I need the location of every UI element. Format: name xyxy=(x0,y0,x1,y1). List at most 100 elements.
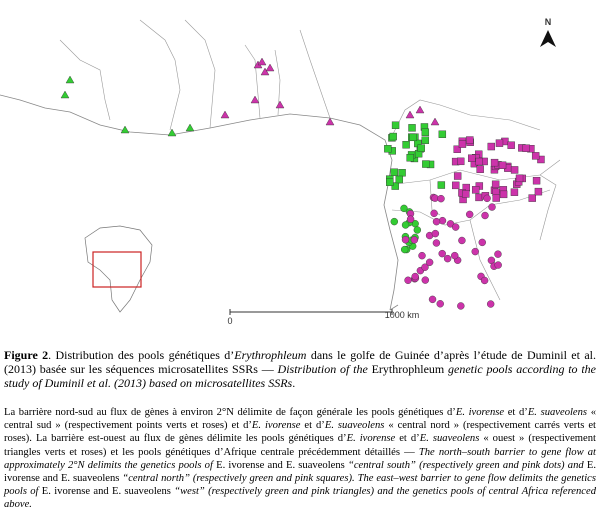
sample-point xyxy=(421,128,430,136)
sample-point xyxy=(406,215,415,223)
sample-point xyxy=(430,117,440,126)
study-area-box xyxy=(92,251,142,288)
borders xyxy=(59,19,561,301)
text-run: genetic pools according to the study of … xyxy=(4,362,597,390)
sample-point xyxy=(400,204,408,213)
sample-point xyxy=(411,272,419,281)
sample-point xyxy=(386,178,394,186)
sample-point xyxy=(250,95,260,104)
sample-point xyxy=(483,194,491,203)
text-run: E. suaveolens xyxy=(324,420,385,432)
sample-point xyxy=(491,180,500,189)
sample-point xyxy=(391,182,399,190)
sample-point xyxy=(453,172,462,180)
sample-point xyxy=(404,276,412,284)
sample-point xyxy=(418,251,426,260)
sample-point xyxy=(462,190,470,198)
sample-point xyxy=(389,132,397,141)
sample-point xyxy=(494,261,502,269)
text-run: E. ivorense and E. suaveolens xyxy=(212,459,348,471)
sample-point xyxy=(522,144,530,152)
sample-point xyxy=(480,276,489,285)
text-run: E. suaveolens xyxy=(419,433,480,445)
sample-points xyxy=(60,57,545,310)
text-run: et d’ xyxy=(300,420,325,432)
sample-point xyxy=(275,100,285,109)
sample-point xyxy=(65,75,75,84)
sample-point xyxy=(401,221,410,229)
text-run: E. ivorense xyxy=(346,433,396,445)
text-run: E. ivorense and E. suaveolens xyxy=(38,486,175,498)
sample-point xyxy=(437,181,446,189)
sample-point xyxy=(507,141,515,149)
sample-point xyxy=(438,130,447,138)
text-run: E. ivorense xyxy=(455,407,505,418)
sample-point xyxy=(405,110,415,119)
text-run: “central north” (respectively green and … xyxy=(4,473,597,498)
sample-point xyxy=(185,123,195,132)
sample-point xyxy=(465,210,474,219)
sample-point xyxy=(391,121,400,129)
text-run: E. suaveolens xyxy=(527,407,588,418)
text-run: “west” (respectively green and pink tria… xyxy=(4,486,596,511)
sample-point xyxy=(398,169,406,177)
sample-point xyxy=(431,229,440,238)
sample-point xyxy=(421,276,429,284)
sample-point xyxy=(413,226,422,234)
inset-africa xyxy=(84,225,153,313)
sample-point xyxy=(476,165,484,173)
text-run: Erythrophleum xyxy=(234,348,307,362)
sample-point xyxy=(406,154,414,162)
sample-point xyxy=(478,238,486,247)
sample-point xyxy=(528,194,536,202)
sample-point xyxy=(481,211,489,220)
text-run: E. ivorense and E. suaveolens xyxy=(4,459,596,485)
sample-point xyxy=(409,133,417,142)
sample-point xyxy=(432,239,441,247)
sample-point xyxy=(458,140,467,148)
sample-point xyxy=(400,245,409,254)
text-run: La barrière nord-sud au flux de gènes à … xyxy=(4,407,456,418)
sample-point xyxy=(475,157,483,166)
sample-point xyxy=(458,236,466,245)
sample-point xyxy=(499,190,508,199)
sample-point xyxy=(498,161,507,169)
sample-point xyxy=(265,63,275,72)
text-run: The north–south barrier to gene flow at … xyxy=(4,446,597,471)
sample-point xyxy=(60,90,70,99)
figure-caption: Figure 2. Distribution des pools génétiq… xyxy=(4,348,596,390)
sample-point xyxy=(488,203,496,211)
africa-outline xyxy=(84,225,153,313)
text-run: Distribution of the xyxy=(277,362,368,376)
scale-label: 1000 km xyxy=(385,310,420,320)
sample-point xyxy=(395,175,404,184)
sample-point xyxy=(120,125,130,134)
sample-point xyxy=(534,187,543,196)
sample-point xyxy=(415,105,425,114)
text-run: Figure 2 xyxy=(4,348,49,362)
text-run: E. ivorense xyxy=(251,420,301,432)
north-arrow xyxy=(540,30,556,47)
sample-point xyxy=(390,217,398,226)
sample-point xyxy=(490,158,499,167)
text-run: . Distribution des pools génétiques d’ xyxy=(48,348,235,362)
text-run: et d’ xyxy=(395,433,420,445)
sample-point xyxy=(425,258,434,267)
sample-point xyxy=(475,193,483,202)
sample-point xyxy=(453,145,461,153)
sample-point xyxy=(471,186,480,194)
sample-point xyxy=(325,117,335,126)
sample-point xyxy=(432,217,441,226)
text-run: « central sud » (respectivement points v… xyxy=(4,407,596,432)
sample-point xyxy=(167,128,177,137)
figure-description: La barrière nord-sud au flux de gènes à … xyxy=(4,406,596,512)
sample-point xyxy=(410,236,419,244)
sample-point xyxy=(457,157,465,166)
sample-point xyxy=(515,174,524,183)
sample-point xyxy=(430,209,438,218)
text-run: dans le golfe de Guinée d’après l’étude … xyxy=(4,348,596,376)
north-label: N xyxy=(545,17,552,27)
sample-point xyxy=(421,263,429,271)
sample-point xyxy=(384,145,392,153)
